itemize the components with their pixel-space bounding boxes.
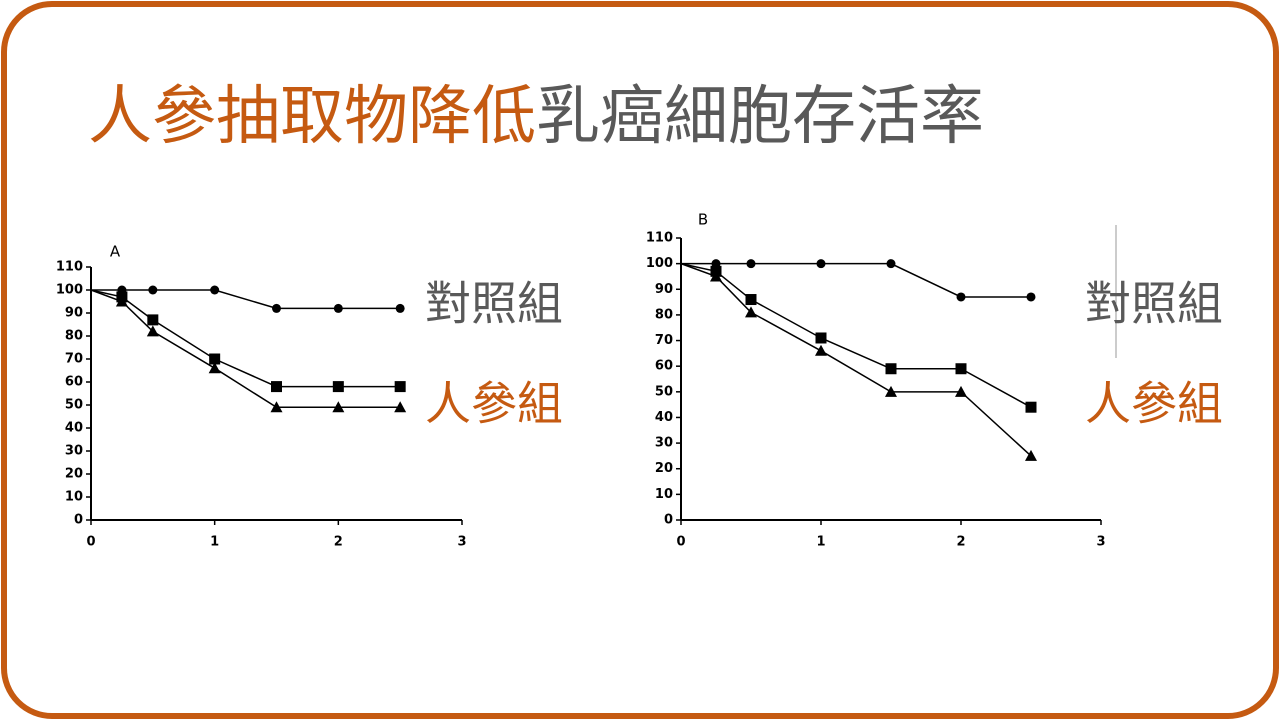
marker xyxy=(745,294,757,306)
y-tick-label: 70 xyxy=(655,333,673,348)
annotation: 人參組 xyxy=(425,377,563,431)
x-tick-label: 2 xyxy=(334,535,343,550)
y-tick-label: 70 xyxy=(65,352,83,367)
marker xyxy=(148,285,158,295)
x-tick-label: 3 xyxy=(1096,535,1105,550)
marker xyxy=(333,303,343,313)
marker xyxy=(746,259,756,269)
y-tick-label: 80 xyxy=(65,329,83,344)
marker xyxy=(885,363,897,375)
marker xyxy=(955,385,967,397)
marker xyxy=(1026,292,1036,302)
annotation: 人參組 xyxy=(1085,377,1223,431)
y-tick-label: 90 xyxy=(65,306,83,321)
y-tick-label: 90 xyxy=(655,282,673,297)
marker xyxy=(146,325,159,337)
panel-label: B xyxy=(698,211,708,229)
marker xyxy=(209,353,221,365)
marker xyxy=(332,381,344,393)
x-tick-label: 0 xyxy=(86,535,95,550)
y-tick-label: 110 xyxy=(646,231,673,246)
x-tick-label: 0 xyxy=(676,535,685,550)
marker xyxy=(710,270,722,282)
y-tick-label: 30 xyxy=(655,436,673,451)
marker xyxy=(885,385,897,397)
marker xyxy=(147,314,159,326)
marker xyxy=(115,295,128,307)
y-tick-label: 20 xyxy=(65,467,83,482)
y-tick-label: 0 xyxy=(664,513,673,528)
y-tick-label: 100 xyxy=(56,283,83,298)
title-part: 乳癌細胞存活率 xyxy=(536,80,984,154)
y-tick-label: 50 xyxy=(65,398,83,413)
y-tick-label: 0 xyxy=(74,513,83,528)
y-tick-label: 60 xyxy=(655,359,673,374)
y-tick-label: 100 xyxy=(646,256,673,271)
title-part: 人參抽取物降低 xyxy=(88,80,536,154)
x-tick-label: 1 xyxy=(210,535,219,550)
y-tick-label: 60 xyxy=(65,375,83,390)
y-tick-label: 80 xyxy=(655,307,673,322)
marker xyxy=(815,344,827,356)
y-tick-label: 30 xyxy=(65,444,83,459)
annotation: 對照組 xyxy=(425,277,563,331)
slide-title: 人參抽取物降低乳癌細胞存活率 xyxy=(88,80,984,154)
panel-label: A xyxy=(110,243,121,261)
marker xyxy=(272,303,281,313)
annotation: 對照組 xyxy=(1085,277,1223,331)
marker xyxy=(271,381,282,393)
marker xyxy=(394,401,407,413)
marker xyxy=(208,362,221,374)
y-tick-label: 50 xyxy=(655,384,673,399)
marker xyxy=(210,285,220,295)
y-tick-label: 110 xyxy=(56,260,83,275)
marker xyxy=(1025,401,1037,413)
y-tick-label: 10 xyxy=(655,487,673,502)
marker xyxy=(955,363,967,375)
y-tick-label: 40 xyxy=(655,410,673,425)
marker xyxy=(745,306,757,318)
x-tick-label: 3 xyxy=(457,535,466,550)
marker xyxy=(886,259,896,269)
y-tick-label: 10 xyxy=(65,490,83,505)
marker xyxy=(332,401,345,413)
marker xyxy=(815,332,827,344)
y-tick-label: 40 xyxy=(65,421,83,436)
marker xyxy=(1025,449,1037,461)
marker xyxy=(394,381,406,393)
marker xyxy=(816,259,826,269)
marker xyxy=(956,292,966,302)
x-tick-label: 1 xyxy=(816,535,825,550)
x-tick-label: 2 xyxy=(956,535,965,550)
y-tick-label: 20 xyxy=(655,461,673,476)
marker xyxy=(270,401,283,413)
marker xyxy=(395,303,405,313)
